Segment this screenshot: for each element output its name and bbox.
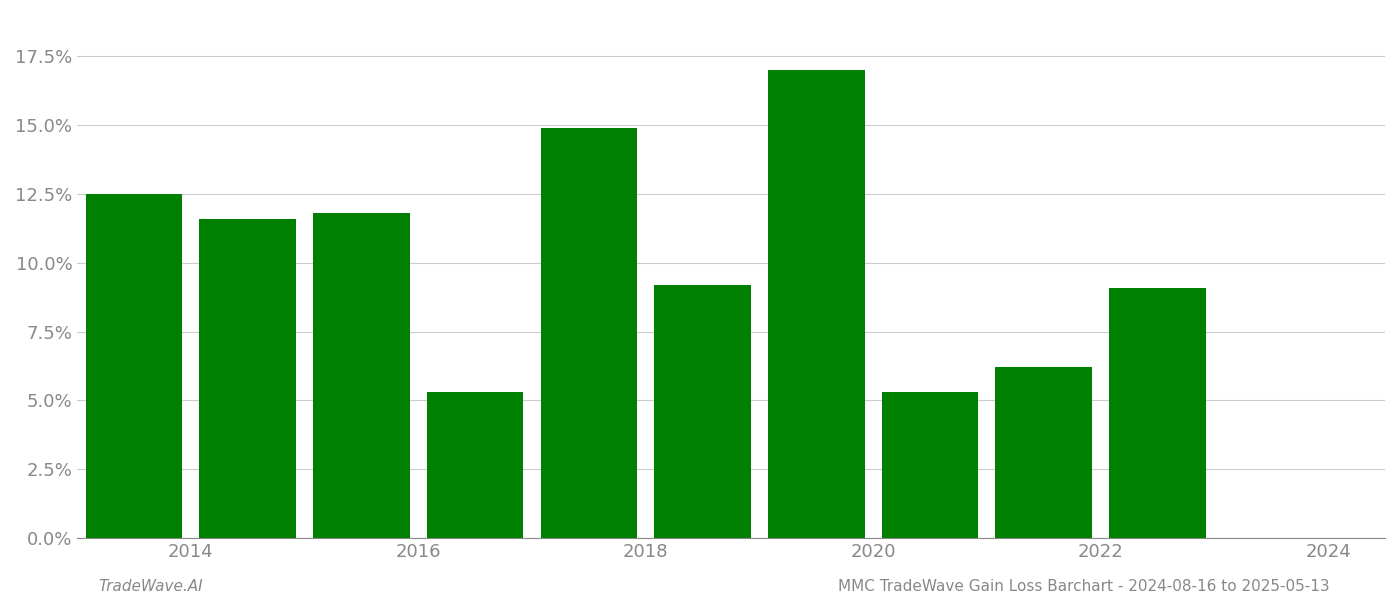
Text: MMC TradeWave Gain Loss Barchart - 2024-08-16 to 2025-05-13: MMC TradeWave Gain Loss Barchart - 2024-… [839, 579, 1330, 594]
Bar [769, 70, 865, 538]
Bar [654, 285, 750, 538]
Bar [85, 194, 182, 538]
Bar [882, 392, 979, 538]
Bar [427, 392, 524, 538]
Bar [199, 219, 295, 538]
Bar [314, 213, 410, 538]
Bar [1109, 287, 1205, 538]
Bar [995, 367, 1092, 538]
Text: TradeWave.AI: TradeWave.AI [98, 579, 203, 594]
Bar [540, 128, 637, 538]
